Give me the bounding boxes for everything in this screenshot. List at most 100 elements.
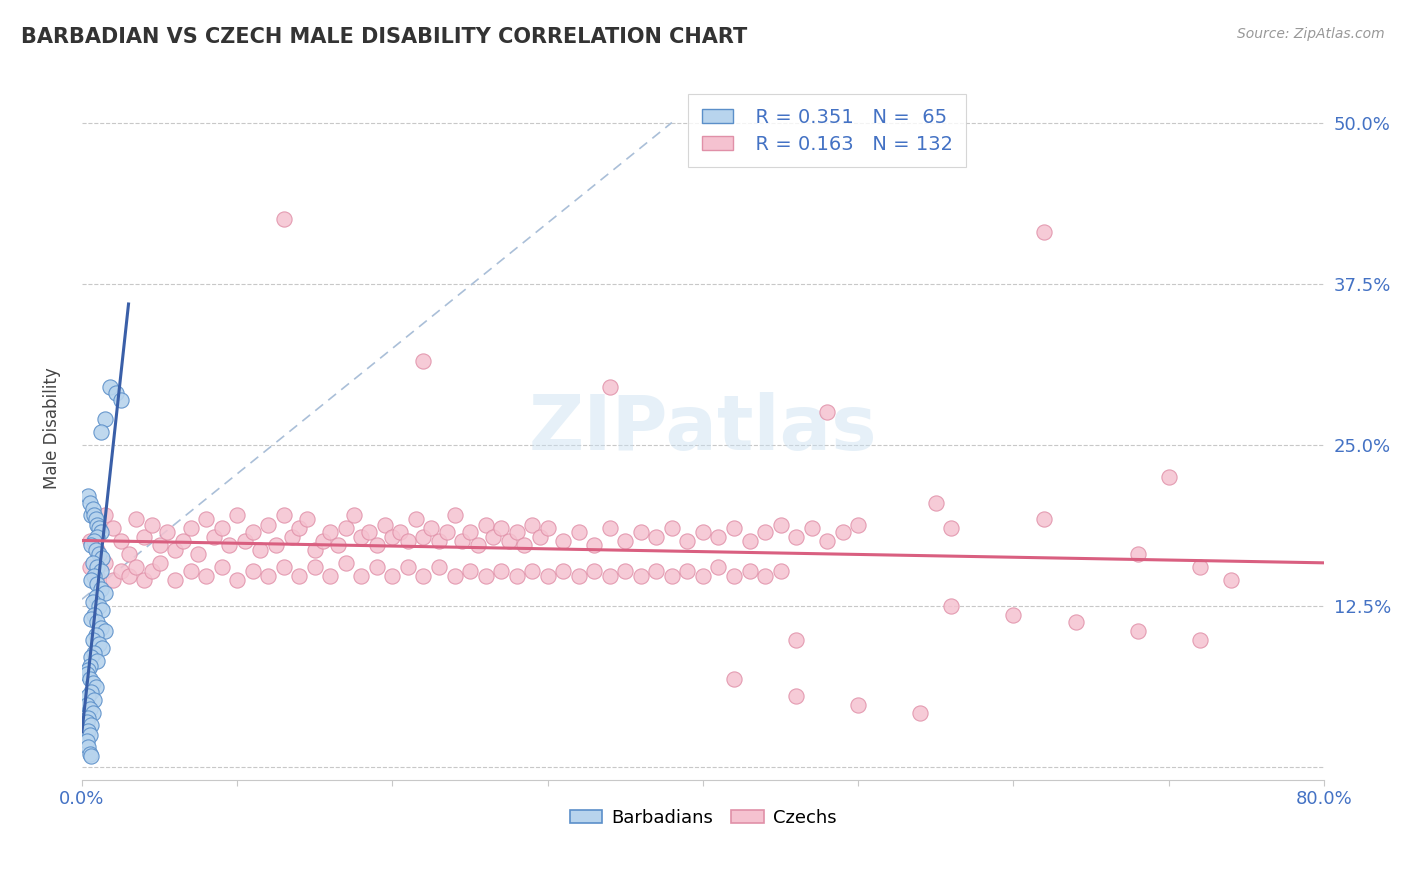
Point (80, 749, 103, 764)
Point (785, 689, 807, 703)
Point (676, 564, 699, 578)
Point (273, 560, 295, 574)
Point (165, 543, 187, 558)
Point (304, 543, 326, 558)
Point (79, 534, 101, 549)
Point (311, 534, 333, 549)
Point (187, 547, 209, 561)
Point (91, 602, 114, 616)
Point (84, 590, 107, 604)
Point (692, 569, 714, 583)
Point (86, 654, 108, 668)
Point (195, 569, 218, 583)
Point (520, 564, 543, 578)
Point (427, 560, 450, 574)
Point (474, 569, 496, 583)
Point (273, 212, 295, 227)
Point (474, 517, 496, 532)
Point (110, 534, 132, 549)
Point (80, 650, 103, 665)
Point (90, 425, 112, 439)
Point (489, 564, 512, 578)
Point (389, 525, 412, 540)
Point (94, 508, 117, 523)
Point (86, 543, 108, 558)
Point (396, 534, 419, 549)
Point (537, 521, 560, 535)
Point (482, 530, 505, 544)
Point (910, 706, 932, 720)
Point (76, 698, 98, 712)
Point (82, 676, 104, 690)
Point (87, 547, 110, 561)
Point (83, 692, 105, 706)
Point (80, 508, 103, 523)
Point (94, 412, 117, 426)
Point (180, 564, 202, 578)
Point (90, 525, 112, 540)
Point (1188, 560, 1211, 574)
Text: Source: ZipAtlas.com: Source: ZipAtlas.com (1237, 27, 1385, 41)
Point (91, 551, 114, 566)
Point (94, 586, 117, 600)
Point (165, 573, 187, 587)
Point (87, 637, 110, 651)
Point (304, 560, 326, 574)
Point (125, 512, 148, 526)
Point (80, 685, 103, 699)
Point (288, 521, 311, 535)
Point (785, 530, 807, 544)
Point (630, 569, 652, 583)
Point (1126, 547, 1149, 561)
Point (180, 521, 202, 535)
Point (412, 354, 434, 368)
Point (82, 556, 104, 570)
Point (1064, 615, 1087, 630)
Point (846, 698, 869, 712)
Point (87, 521, 110, 535)
Point (941, 521, 963, 535)
Point (661, 521, 683, 535)
Point (86, 530, 108, 544)
Point (148, 556, 170, 570)
Point (80, 538, 103, 552)
Point (117, 547, 139, 561)
Point (77, 489, 100, 503)
Point (257, 569, 280, 583)
Legend: Barbadians, Czechs: Barbadians, Czechs (562, 801, 844, 834)
Text: ZIPatlas: ZIPatlas (529, 392, 877, 466)
Y-axis label: Male Disability: Male Disability (44, 368, 60, 490)
Point (242, 564, 264, 578)
Point (458, 564, 481, 578)
Point (381, 569, 404, 583)
Point (326, 538, 349, 552)
Point (420, 521, 443, 535)
Point (738, 534, 761, 549)
Point (343, 508, 366, 523)
Point (132, 530, 155, 544)
Point (84, 628, 107, 642)
Point (599, 569, 621, 583)
Point (76, 714, 98, 729)
Point (614, 534, 637, 549)
Point (738, 564, 761, 578)
Point (467, 538, 489, 552)
Point (630, 525, 652, 540)
Point (412, 569, 434, 583)
Point (195, 512, 218, 526)
Point (86, 560, 108, 574)
Point (84, 512, 107, 526)
Point (79, 727, 101, 741)
Point (568, 569, 591, 583)
Point (202, 530, 225, 544)
Point (83, 534, 105, 549)
Point (599, 379, 621, 393)
Point (82, 595, 104, 609)
Point (77, 689, 100, 703)
Point (94, 556, 117, 570)
Point (82, 633, 104, 648)
Point (148, 538, 170, 552)
Point (125, 560, 148, 574)
Point (84, 543, 107, 558)
Point (723, 672, 745, 686)
